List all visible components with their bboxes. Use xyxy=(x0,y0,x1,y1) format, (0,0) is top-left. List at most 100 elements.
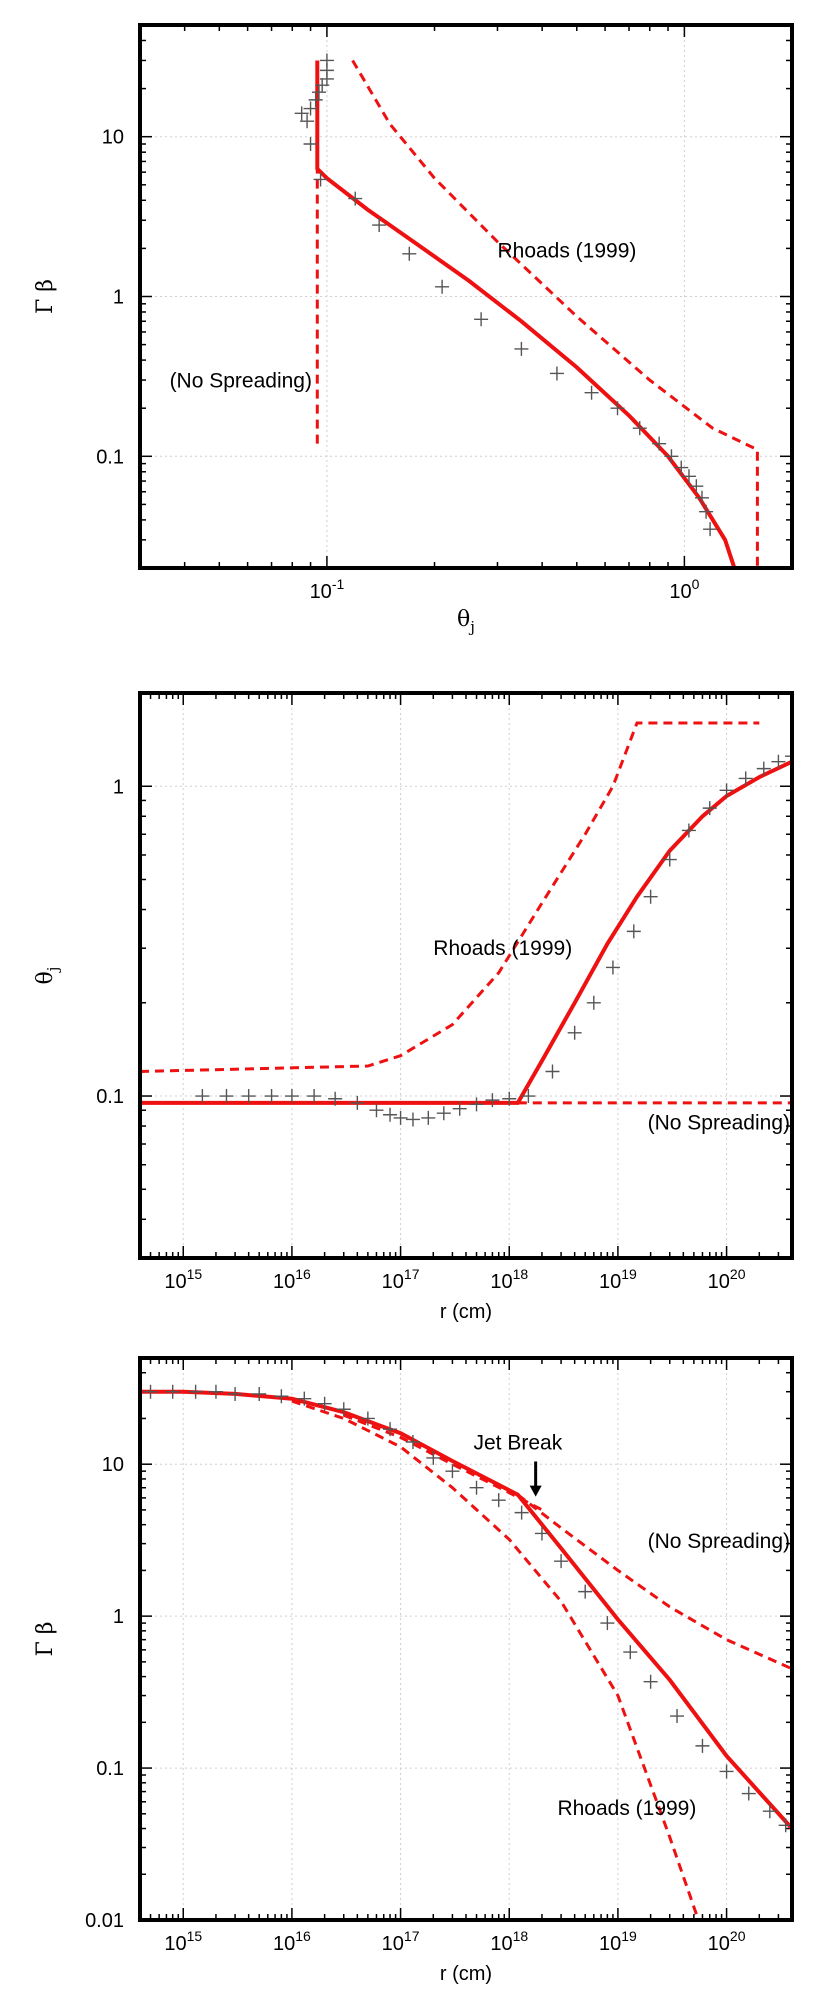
data-point-marker xyxy=(514,341,529,356)
y-tick-label: 0.1 xyxy=(96,1086,124,1108)
data-point-marker xyxy=(545,1064,560,1079)
data-point-marker xyxy=(586,995,601,1010)
data-point-marker xyxy=(426,1450,441,1465)
data-point-marker xyxy=(421,1110,436,1125)
data-point-marker xyxy=(372,218,387,233)
jet-break-arrowhead xyxy=(529,1485,542,1497)
x-tick-label: 1020 xyxy=(708,1928,746,1955)
data-point-marker xyxy=(311,85,326,100)
plot-frame xyxy=(138,691,794,1260)
data-point-marker xyxy=(303,101,318,116)
data-point-marker xyxy=(208,1384,223,1399)
data-point-marker xyxy=(521,1089,536,1104)
y-tick-label: 1 xyxy=(113,287,124,309)
data-point-marker xyxy=(393,1110,408,1125)
data-point-marker xyxy=(405,1112,420,1127)
data-point-marker xyxy=(188,1384,203,1399)
data-point-marker xyxy=(699,504,714,519)
data-point-marker xyxy=(491,1493,506,1508)
y-tick-label: 10 xyxy=(102,127,124,149)
x-tick-label: 100 xyxy=(669,576,699,603)
x-tick-label: 10-1 xyxy=(310,576,345,603)
x-tick-label: 1017 xyxy=(382,1928,420,1955)
chart-1: 10-1 100 0.1 1 10 θj Γ β Rhoads (1999) (No Sprea… xyxy=(33,23,794,636)
x-tick-label: 1020 xyxy=(708,1266,746,1293)
data-point-marker xyxy=(405,1435,420,1449)
data-point-marker xyxy=(328,1091,343,1106)
plot-area xyxy=(294,53,759,568)
data-point-marker xyxy=(681,823,696,838)
data-point-marker xyxy=(662,852,677,867)
data-point-marker xyxy=(689,479,704,494)
annotation-label: Rhoads (1999) xyxy=(557,1797,696,1820)
data-point-marker xyxy=(785,749,792,764)
data-point-marker xyxy=(694,490,709,505)
simulation-markers xyxy=(143,1384,792,1833)
x-tick-label: 1019 xyxy=(599,1266,637,1293)
data-point-marker xyxy=(452,1101,467,1116)
y-tick-label: 1 xyxy=(113,1606,124,1628)
data-point-marker xyxy=(756,761,771,776)
data-point-marker xyxy=(695,1738,710,1753)
x-tick-label: 1015 xyxy=(164,1928,202,1955)
data-point-marker xyxy=(626,924,641,939)
simulation-markers xyxy=(294,53,718,537)
chart-3: 1015 1016 1017 1018 1019 1020 0.01 0.1 1 10 r (cm)… xyxy=(33,1356,794,1985)
comparison-curve-dashed xyxy=(343,1413,543,1512)
data-point-marker xyxy=(771,754,786,769)
y-axis-label: θj xyxy=(33,967,62,985)
data-point-marker xyxy=(549,366,564,381)
data-point-marker xyxy=(605,960,620,975)
data-point-marker xyxy=(317,1396,332,1411)
annotation-label: Rhoads (1999) xyxy=(497,240,636,263)
data-point-marker xyxy=(315,78,330,93)
x-tick-label: 1015 xyxy=(164,1266,202,1293)
x-tick-label: 1017 xyxy=(382,1266,420,1293)
data-point-marker xyxy=(383,1107,398,1122)
annotation-label: (No Spreading) xyxy=(648,1530,790,1553)
data-point-marker xyxy=(643,889,658,904)
data-point-marker xyxy=(228,1386,243,1401)
data-point-marker xyxy=(719,783,734,798)
grid xyxy=(139,692,793,1259)
data-point-marker xyxy=(567,1025,582,1040)
y-tick-label: 1 xyxy=(113,776,124,798)
data-point-marker xyxy=(300,114,315,129)
data-point-marker xyxy=(719,1764,734,1779)
x-tick-label: 1019 xyxy=(599,1928,637,1955)
data-point-marker xyxy=(534,1526,549,1541)
data-point-marker xyxy=(703,522,718,537)
annotation-label: Jet Break xyxy=(473,1431,562,1454)
annotation-label: Rhoads (1999) xyxy=(433,937,572,960)
data-point-marker xyxy=(681,469,696,484)
data-point-marker xyxy=(674,460,689,475)
plot-frame xyxy=(138,23,794,570)
comparison-curve-dashed xyxy=(516,1493,792,1671)
plot-frame xyxy=(138,1356,794,1922)
data-point-marker xyxy=(313,172,328,187)
y-tick-label: 0.01 xyxy=(85,1910,124,1932)
model-curve xyxy=(140,759,792,1105)
data-point-marker xyxy=(360,1411,375,1426)
data-point-marker xyxy=(264,1089,279,1104)
y-tick-label: 0.1 xyxy=(96,446,124,468)
simulation-markers xyxy=(195,749,792,1127)
plot-area xyxy=(140,1384,792,1920)
data-point-marker xyxy=(738,771,753,786)
x-tick-label: 1018 xyxy=(490,1928,528,1955)
x-axis-label: r (cm) xyxy=(440,1301,492,1323)
y-axis-label: Γ β xyxy=(33,1622,58,1657)
data-point-marker xyxy=(741,1786,756,1801)
data-point-marker xyxy=(350,1095,365,1110)
comparison-curve-dashed xyxy=(351,59,759,568)
x-tick-label: 1016 xyxy=(273,1928,311,1955)
data-point-marker xyxy=(348,191,363,206)
annotation-label: (No Spreading) xyxy=(648,1111,790,1134)
x-axis-label: r (cm) xyxy=(440,1963,492,1985)
data-point-marker xyxy=(600,1616,615,1631)
data-point-marker xyxy=(241,1089,256,1104)
data-point-marker xyxy=(297,1391,312,1406)
data-point-marker xyxy=(369,1103,384,1118)
data-point-marker xyxy=(383,1422,398,1437)
